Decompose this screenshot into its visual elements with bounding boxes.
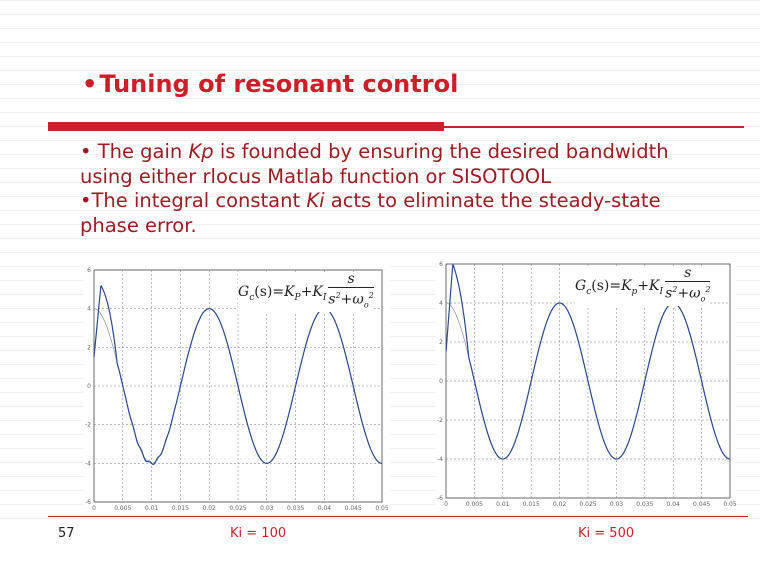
formula-symbol: G xyxy=(575,278,587,295)
formula-sub: P xyxy=(294,293,301,304)
y-tick-label: 0 xyxy=(439,378,443,385)
formula-symbol: K xyxy=(312,284,323,301)
formula-symbol: K xyxy=(621,278,632,295)
x-tick-label: 0.05 xyxy=(375,505,389,512)
formula-sub: c xyxy=(586,287,592,298)
formula-symbol: K xyxy=(649,278,660,295)
formula-denominator: s2+ωo2 xyxy=(328,288,373,312)
formula-plus: + xyxy=(300,284,313,301)
x-tick-label: 0.02 xyxy=(203,505,217,512)
formula-plus: + xyxy=(637,278,650,295)
formula-den-rest: +ω xyxy=(677,285,701,302)
x-tick-label: 0.04 xyxy=(318,505,332,512)
bullet-marker: • xyxy=(80,189,92,212)
x-tick-label: 0.03 xyxy=(260,505,274,512)
x-tick-label: 0.015 xyxy=(523,501,540,508)
x-tick-label: 0.03 xyxy=(610,501,624,508)
x-tick-label: 0 xyxy=(444,501,448,508)
bullet-item-kp: • The gain Kp is founded by ensuring the… xyxy=(80,140,720,189)
x-tick-label: 0.035 xyxy=(287,505,304,512)
bullet-text: The integral constant xyxy=(91,189,307,212)
x-tick-label: 0.045 xyxy=(345,505,362,512)
y-tick-label: 2 xyxy=(439,339,443,346)
formula-sup: 2 xyxy=(335,291,341,300)
formula-sup: 2 xyxy=(672,285,678,294)
x-tick-label: 0.025 xyxy=(579,501,596,508)
y-tick-label: -4 xyxy=(437,456,443,463)
formula-denominator: s2+ωo2 xyxy=(665,282,710,306)
formula-args: (s) xyxy=(254,284,273,301)
formula-sub: o xyxy=(363,300,369,310)
formula-sup: 2 xyxy=(368,291,374,300)
footer-divider xyxy=(48,516,748,517)
bullet-marker: • xyxy=(80,140,92,163)
y-tick-label: -2 xyxy=(85,422,91,429)
caption-ki-100: Ki = 100 xyxy=(230,526,287,541)
formula-fraction: s s2+ωo2 xyxy=(328,272,374,312)
transfer-function-right: Gc(s)=Kp+KI s s2+ωo2 xyxy=(575,266,711,307)
y-tick-label: 0 xyxy=(87,383,91,390)
response-series-line xyxy=(445,264,731,460)
formula-args: (s) xyxy=(591,278,610,295)
y-tick-label: -6 xyxy=(85,499,91,506)
x-tick-label: 0.01 xyxy=(496,501,510,508)
slide-title: •Tuning of resonant control xyxy=(82,70,458,98)
response-series-line xyxy=(93,285,383,466)
x-tick-label: 0.045 xyxy=(693,501,710,508)
x-tick-label: 0.035 xyxy=(636,501,653,508)
x-tick-label: 0.005 xyxy=(114,505,131,512)
x-tick-label: 0.04 xyxy=(667,501,681,508)
formula-symbol: K xyxy=(284,284,295,301)
formula-eq: = xyxy=(609,278,622,295)
formula-symbol: G xyxy=(238,284,250,301)
formula-sup: 2 xyxy=(705,285,711,294)
formula-eq: = xyxy=(272,284,285,301)
bullet-text: acts to eliminate the steady-state phase… xyxy=(80,189,661,237)
bullet-emphasis: Kp xyxy=(188,140,214,163)
formula-sub: c xyxy=(249,293,255,304)
x-tick-label: 0.025 xyxy=(229,505,246,512)
caption-ki-500: Ki = 500 xyxy=(578,526,635,541)
formula-fraction: s s2+ωo2 xyxy=(665,266,711,306)
y-tick-label: -6 xyxy=(437,495,443,502)
x-tick-label: 0.005 xyxy=(466,501,483,508)
x-tick-label: 0.05 xyxy=(723,501,736,508)
formula-den-s: s xyxy=(665,285,673,302)
x-tick-label: 0 xyxy=(92,505,96,512)
formula-numerator: s xyxy=(328,272,374,288)
x-tick-label: 0.02 xyxy=(553,501,567,508)
bullet-list: • The gain Kp is founded by ensuring the… xyxy=(80,140,720,238)
formula-numerator: s xyxy=(665,266,711,282)
bullet-item-ki: •The integral constant Ki acts to elimin… xyxy=(80,189,720,238)
bullet-text: The gain xyxy=(91,140,189,163)
page-number: 57 xyxy=(58,526,75,541)
formula-den-rest: +ω xyxy=(340,291,364,308)
formula-sub: I xyxy=(322,293,327,304)
y-tick-label: 6 xyxy=(87,267,91,274)
formula-den-s: s xyxy=(328,291,336,308)
y-tick-label: 4 xyxy=(87,306,91,313)
title-text: Tuning of resonant control xyxy=(99,70,459,98)
bullet-text: is founded by ensuring the desired bandw… xyxy=(80,140,669,188)
y-tick-label: -2 xyxy=(437,417,443,424)
y-tick-label: 2 xyxy=(87,344,91,351)
y-tick-label: 6 xyxy=(439,261,443,268)
title-bullet: • xyxy=(82,70,98,98)
formula-sub: I xyxy=(659,287,664,298)
x-tick-label: 0.015 xyxy=(172,505,189,512)
formula-sub: p xyxy=(631,287,638,298)
y-tick-label: 4 xyxy=(439,300,443,307)
title-underline-thick xyxy=(48,122,444,131)
formula-sub: o xyxy=(700,294,706,304)
transfer-function-left: Gc(s)=KP+KI s s2+ωo2 xyxy=(238,272,374,313)
bullet-emphasis: Ki xyxy=(306,189,325,212)
y-tick-label: -4 xyxy=(85,460,91,467)
x-tick-label: 0.01 xyxy=(145,505,159,512)
title-underline-thin xyxy=(444,126,744,128)
